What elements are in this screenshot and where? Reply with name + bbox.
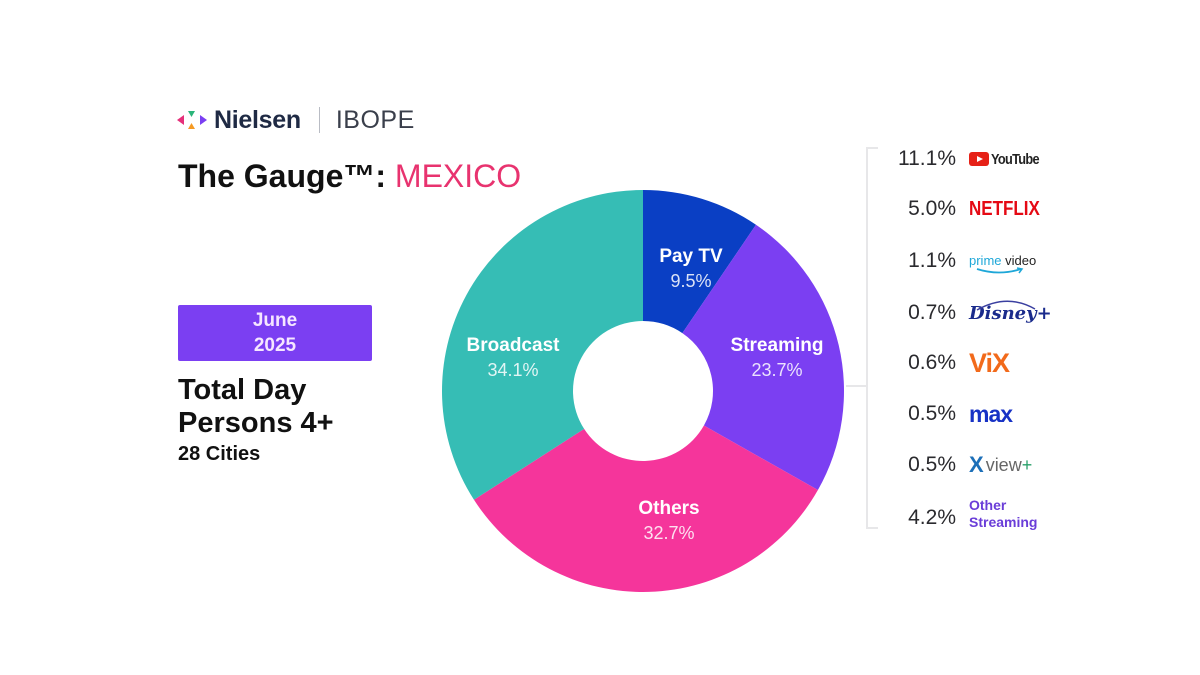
period-badge: June 2025: [178, 305, 372, 361]
other-streaming-label: Other Streaming: [969, 497, 1038, 530]
donut-slice-pay-tv: [643, 190, 756, 334]
service-share: 11.1%: [898, 147, 956, 170]
bracket-cap-top: [866, 147, 878, 149]
brand-name: Nielsen: [214, 105, 301, 134]
vix-logo-icon: ViX: [969, 347, 1010, 378]
bracket-line: [866, 147, 868, 529]
slice-label-others: Others 32.7%: [638, 498, 700, 543]
scope-markets: 28 Cities: [178, 443, 261, 465]
list-item-prime-video: 1.1% prime video: [880, 243, 1060, 279]
slice-label-streaming: Streaming 23.7%: [730, 335, 824, 380]
service-share: 0.5%: [908, 453, 956, 476]
brand-header: Nielsen IBOPE: [176, 104, 415, 136]
donut-chart: Pay TV 9.5% Streaming 23.7% Others 32.7%…: [440, 188, 846, 594]
list-item-disney-plus: 0.7% Disney+: [880, 295, 1060, 331]
donut-slice-others: [473, 425, 818, 592]
service-share: 5.0%: [908, 197, 956, 220]
title-country: MEXICO: [394, 158, 522, 194]
page-title: The Gauge™: MEXICO: [178, 158, 521, 195]
list-item-other-streaming: 4.2% Other Streaming: [880, 497, 1060, 536]
list-item-vix: 0.6% ViX: [880, 345, 1060, 381]
youtube-logo-icon: YouTube: [969, 141, 1047, 177]
partner-name: IBOPE: [335, 105, 415, 134]
service-share: 4.2%: [908, 506, 956, 529]
donut-slice-streaming: [682, 224, 844, 491]
slice-label-broadcast: Broadcast 34.1%: [466, 335, 560, 380]
max-logo-icon: max: [969, 400, 1013, 427]
title-prefix: The Gauge™:: [178, 158, 387, 194]
nielsen-logo-icon: [177, 111, 207, 129]
service-share: 0.5%: [908, 402, 956, 425]
bracket-cap-bottom: [866, 527, 878, 529]
donut-svg: [442, 190, 844, 592]
period-year: 2025: [253, 335, 297, 356]
brand-divider: [318, 107, 320, 133]
bracket-connector: [846, 385, 868, 387]
list-item-netflix: 5.0% NETFLIX: [880, 191, 1060, 227]
period-month: June: [252, 310, 298, 331]
scope-audience: Persons 4+: [178, 407, 334, 439]
service-share: 0.6%: [908, 351, 956, 374]
slice-label-pay-tv: Pay TV 9.5%: [659, 246, 723, 291]
scope-description: Total Day Persons 4+ 28 Cities: [178, 374, 334, 467]
disney-plus-logo-icon: Disney+: [969, 300, 1052, 324]
service-share: 1.1%: [908, 249, 956, 272]
list-item-youtube: 11.1% YouTube: [880, 141, 1060, 177]
scope-daypart: Total Day: [178, 374, 307, 406]
donut-slice-broadcast: [442, 190, 643, 500]
service-share: 0.7%: [908, 301, 956, 324]
netflix-logo-icon: NETFLIX: [969, 197, 1040, 220]
list-item-max: 0.5% max: [880, 396, 1060, 432]
prime-video-logo-icon: prime video: [969, 243, 1036, 279]
